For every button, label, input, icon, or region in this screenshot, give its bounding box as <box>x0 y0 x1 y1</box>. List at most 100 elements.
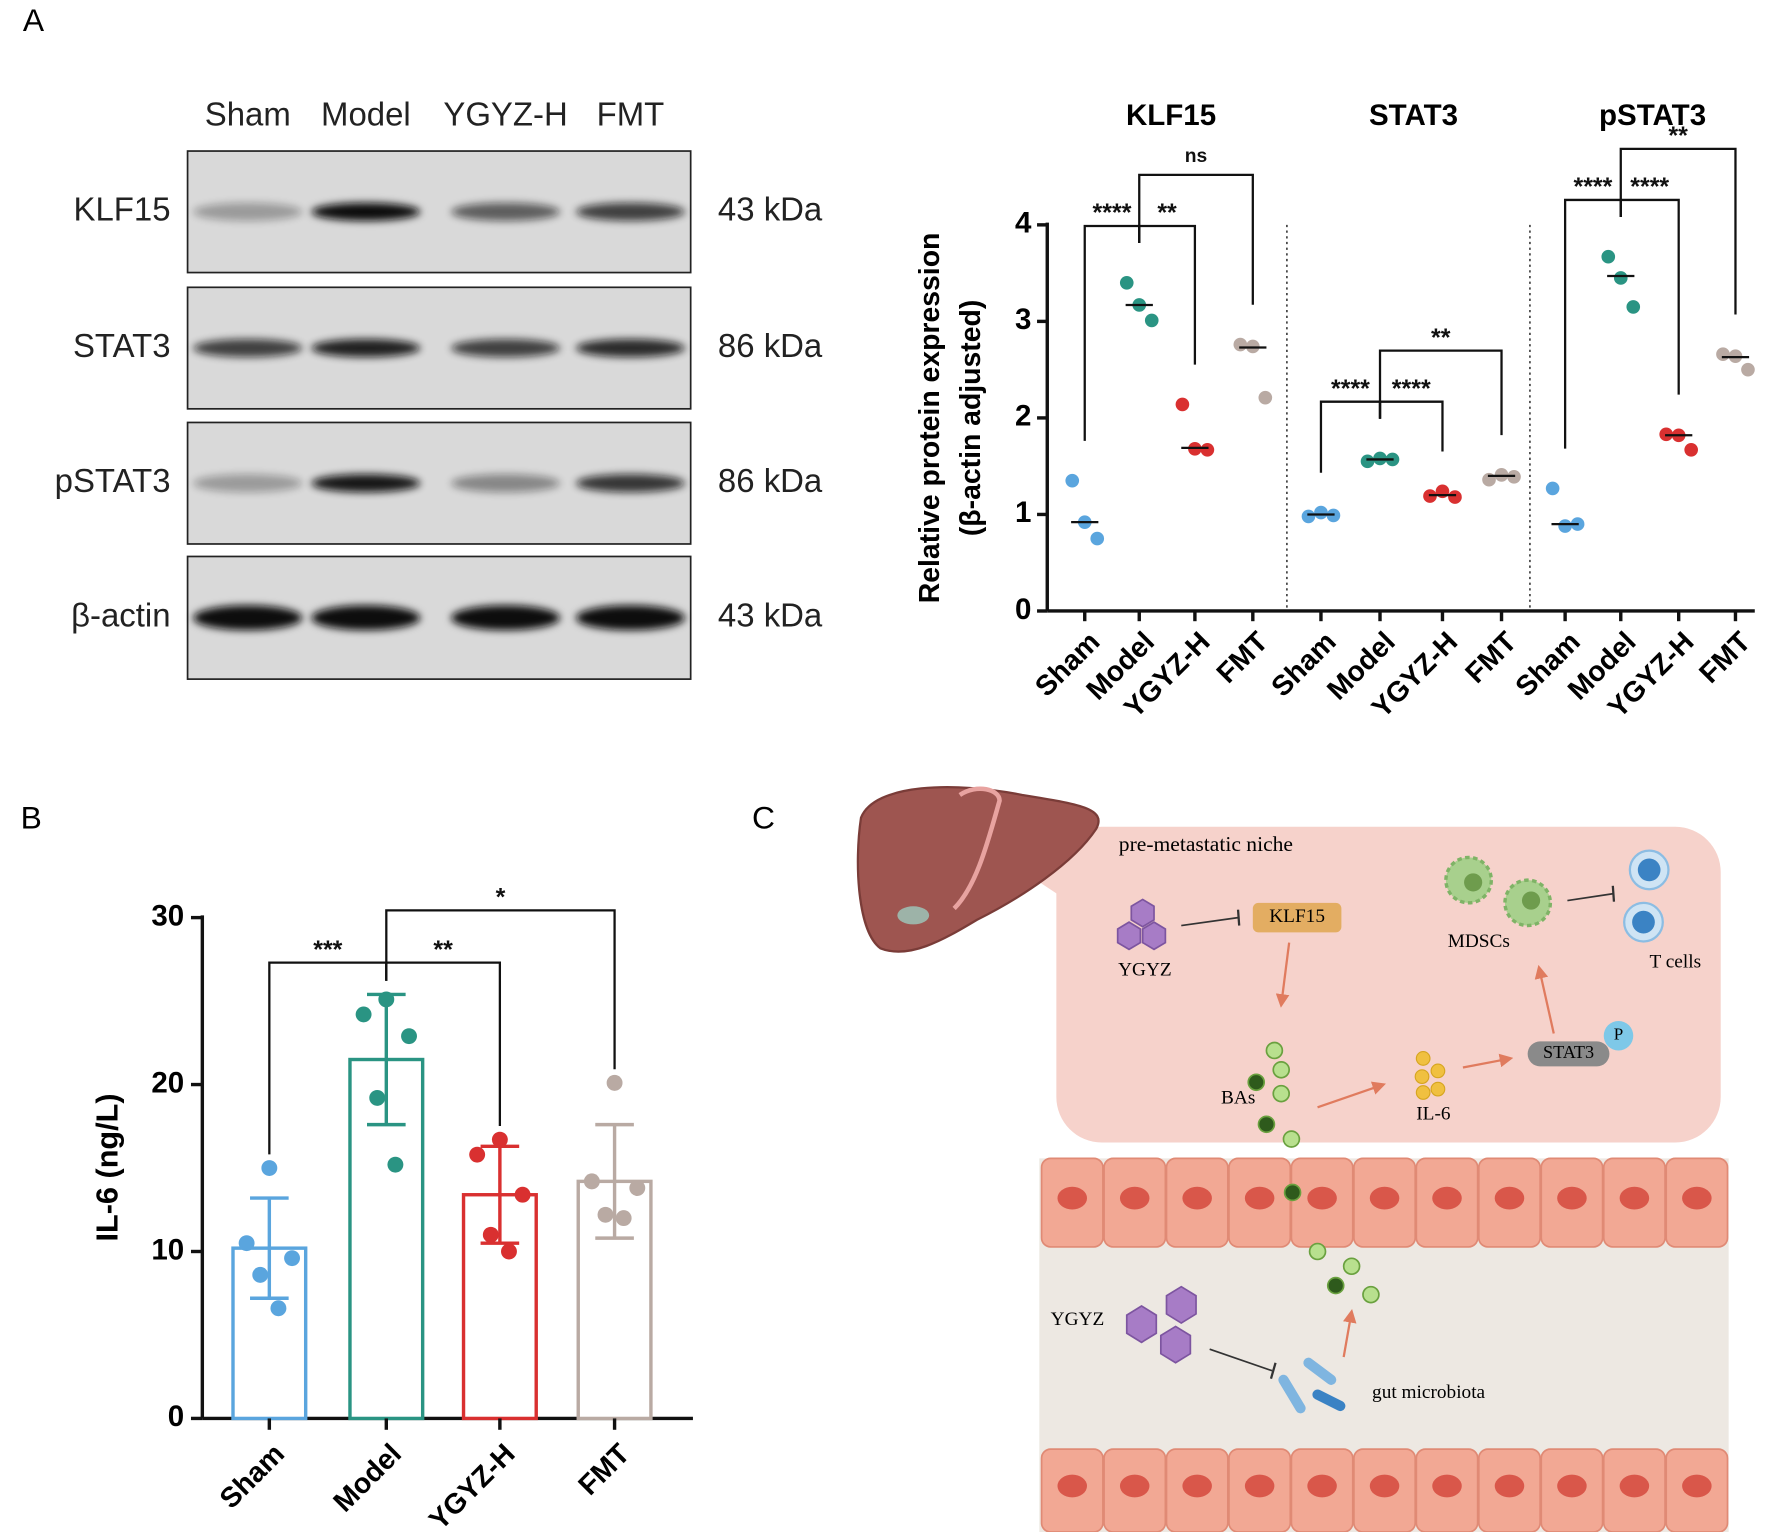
group-title: KLF15 <box>1126 99 1216 132</box>
klf15-label: KLF15 <box>1269 906 1325 927</box>
significance-bracket <box>1378 400 1444 452</box>
data-point <box>629 1180 646 1197</box>
significance-label: **** <box>1093 199 1132 227</box>
y-axis-label: IL-6 (ng/L) <box>90 1093 124 1241</box>
cell-nucleus <box>1057 1186 1088 1210</box>
band <box>193 474 303 493</box>
liver-vessel <box>952 786 1002 911</box>
t-cell-icons <box>1623 849 1670 943</box>
western-blot: Sham Model YGYZ-H FMT KLF15 43 kDa STAT3 86 kDa… <box>55 96 823 680</box>
ygyz-icon <box>1116 898 1167 951</box>
data-point <box>284 1250 301 1267</box>
band <box>451 202 561 221</box>
data-point <box>1144 313 1159 328</box>
y-tick-label: 20 <box>151 1066 184 1099</box>
ygyz-gut-label: YGYZ <box>1051 1309 1105 1330</box>
phospho-circle <box>1603 1020 1634 1051</box>
t-cells-label: T cells <box>1649 951 1701 972</box>
mdscs-label: MDSCs <box>1448 931 1510 952</box>
significance-label: ** <box>1431 324 1451 352</box>
data-point <box>1119 275 1134 290</box>
significance-bracket <box>1563 198 1622 449</box>
group-title: STAT3 <box>1369 99 1458 132</box>
cell-nucleus <box>1307 1186 1337 1210</box>
band <box>575 605 685 631</box>
data-point <box>387 1156 404 1173</box>
cell-nucleus <box>1557 1186 1587 1210</box>
strip-chart: 0 1 2 3 4 Relative protein expression (β-actin… <box>914 99 1758 725</box>
ygyz-icon <box>1125 1285 1197 1364</box>
cell-nucleus <box>1494 1186 1525 1210</box>
data-point <box>1200 442 1215 457</box>
band <box>575 338 685 358</box>
data-point <box>1175 397 1190 412</box>
band <box>311 338 421 358</box>
data-point <box>378 991 395 1008</box>
cell-nucleus <box>1432 1186 1462 1210</box>
cell-nucleus <box>1619 1474 1650 1498</box>
significance-label: ** <box>433 936 453 964</box>
inhibit-line <box>1567 892 1613 902</box>
ba-particles <box>1247 1041 1301 1148</box>
inhibit-bar <box>1269 1362 1277 1379</box>
y-tick-label: 0 <box>1015 593 1031 626</box>
cell-nucleus <box>1619 1186 1650 1210</box>
arrow <box>1462 1053 1514 1069</box>
data-point <box>583 1173 600 1190</box>
arrow <box>1534 964 1555 1034</box>
arrow <box>1275 942 1291 1008</box>
microbiota-label: gut microbiota <box>1372 1382 1486 1403</box>
data-point <box>270 1300 287 1317</box>
significance-bracket <box>1138 224 1197 365</box>
gut-particles <box>1283 1183 1380 1304</box>
bas-label: BAs <box>1221 1088 1255 1109</box>
y-tick-label: 30 <box>151 899 184 932</box>
data-point <box>1233 337 1248 352</box>
panel-label: B <box>21 799 42 835</box>
y-tick-label: 4 <box>1015 207 1032 240</box>
band <box>451 474 561 493</box>
data-point <box>491 1131 508 1148</box>
cell-nucleus <box>1057 1474 1088 1498</box>
data-point <box>252 1266 269 1283</box>
significance-label: **** <box>1630 173 1669 201</box>
panel-label: A <box>23 2 45 38</box>
x-tick-label: FMT <box>572 1437 636 1501</box>
y-tick-label: 2 <box>1015 400 1031 433</box>
data-point <box>1684 442 1698 457</box>
significance-bracket <box>1083 224 1141 441</box>
size-label: 43 kDa <box>718 191 823 228</box>
cell-nucleus <box>1119 1186 1150 1210</box>
stat3-label: STAT3 <box>1543 1042 1594 1062</box>
il6-label: IL-6 <box>1416 1104 1451 1125</box>
data-point <box>1741 362 1755 377</box>
intestine <box>1039 1157 1729 1533</box>
cell-nucleus <box>1494 1474 1525 1498</box>
significance-label: ns <box>1185 146 1208 167</box>
significance-bracket <box>385 909 616 1070</box>
data-point <box>1558 519 1572 533</box>
cell-nucleus <box>1119 1474 1150 1498</box>
data-point <box>1065 473 1080 488</box>
significance-bracket <box>1619 147 1737 315</box>
group-title: pSTAT3 <box>1599 99 1706 132</box>
band <box>311 605 421 631</box>
significance-bracket <box>1619 198 1680 395</box>
row-label: STAT3 <box>73 327 171 364</box>
ygyz-label: YGYZ <box>1118 959 1172 980</box>
arrow <box>1317 1081 1386 1109</box>
bacteria <box>1278 1357 1346 1414</box>
niche-title: pre-metastatic niche <box>1119 832 1293 856</box>
y-tick-label: 10 <box>151 1233 184 1266</box>
data-point <box>1716 347 1730 362</box>
mdsc-icons <box>1444 855 1553 928</box>
data-point <box>1360 454 1375 469</box>
significance-bracket <box>1378 349 1503 436</box>
cell-nucleus <box>1182 1474 1212 1498</box>
lane-label: Model <box>321 96 411 133</box>
band <box>193 605 303 631</box>
phospho-label: P <box>1614 1025 1623 1044</box>
lane-label: YGYZ-H <box>443 96 567 133</box>
niche-box <box>1056 826 1721 1143</box>
